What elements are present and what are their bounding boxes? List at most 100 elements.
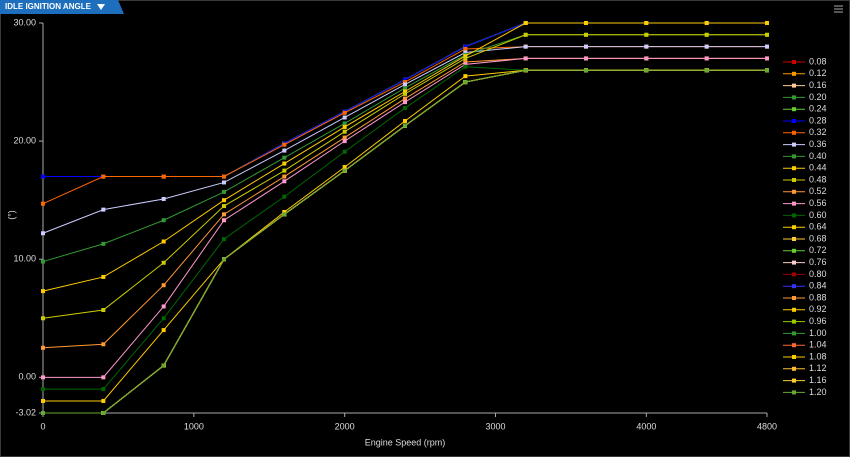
legend-label: 0.16	[809, 80, 827, 90]
data-point	[644, 21, 649, 25]
x-tick-label: 0	[40, 421, 45, 431]
legend-marker	[792, 83, 796, 88]
legend-label: 0.32	[809, 127, 827, 137]
data-point	[101, 174, 106, 179]
data-point	[403, 119, 407, 124]
data-point	[342, 149, 347, 154]
data-point	[222, 180, 226, 185]
legend-label: 0.52	[809, 186, 827, 196]
data-point	[765, 56, 769, 61]
data-point	[463, 62, 468, 67]
legend-marker	[792, 107, 796, 112]
data-point	[584, 56, 588, 61]
legend-marker	[792, 331, 796, 336]
legend-label: 0.56	[809, 198, 827, 208]
legend-marker	[792, 130, 796, 135]
legend-marker	[792, 166, 796, 171]
series: 0.36	[41, 44, 827, 236]
data-point	[222, 174, 226, 179]
legend-label: 0.36	[809, 139, 827, 149]
legend-marker	[792, 272, 796, 277]
data-point	[222, 257, 226, 262]
data-point	[584, 68, 588, 73]
data-point	[523, 32, 528, 37]
data-point	[161, 239, 166, 244]
data-point	[644, 44, 649, 49]
legend-marker	[792, 284, 796, 289]
data-point	[704, 68, 709, 73]
legend-label: 0.44	[809, 163, 827, 173]
data-point	[222, 218, 226, 223]
legend-label: 0.48	[809, 174, 827, 184]
data-point	[101, 375, 106, 380]
data-point	[101, 342, 106, 347]
data-point	[403, 80, 407, 85]
x-axis-label: Engine Speed (rpm)	[365, 437, 446, 447]
data-point	[463, 54, 468, 59]
data-point	[282, 212, 287, 217]
chart-title: IDLE IGNITION ANGLE	[5, 2, 92, 11]
legend-marker	[792, 71, 796, 76]
x-tick-label: 4800	[757, 421, 777, 431]
data-point	[161, 218, 166, 223]
data-point	[523, 56, 528, 61]
legend-label: 0.68	[809, 233, 827, 243]
data-point	[342, 165, 347, 170]
data-point	[41, 375, 45, 380]
legend-marker	[792, 154, 796, 159]
data-point	[161, 304, 166, 309]
legend-label: 1.12	[809, 363, 827, 373]
data-point	[161, 283, 166, 288]
data-point	[342, 115, 347, 120]
data-point	[101, 398, 106, 403]
data-point	[282, 161, 287, 166]
data-point	[463, 64, 468, 69]
legend-marker	[792, 95, 796, 100]
data-point	[584, 32, 588, 37]
legend-label: 0.64	[809, 222, 827, 232]
series: 0.44	[41, 21, 827, 294]
data-point	[41, 259, 45, 264]
data-point	[41, 231, 45, 236]
legend-marker	[792, 355, 796, 359]
data-point	[765, 21, 769, 25]
legend-marker	[792, 390, 796, 395]
dropdown-icon[interactable]	[97, 4, 105, 10]
data-point	[222, 198, 226, 203]
data-point	[222, 189, 226, 194]
data-point	[161, 328, 166, 333]
data-point	[282, 168, 287, 173]
data-point	[342, 124, 347, 129]
legend-marker	[792, 296, 796, 300]
data-point	[342, 110, 347, 115]
legend-label: 1.04	[809, 340, 827, 350]
data-point	[161, 363, 166, 368]
data-point	[765, 68, 769, 73]
legend-label: 0.96	[809, 316, 827, 326]
legend-label: 0.92	[809, 304, 827, 314]
data-point	[101, 207, 106, 212]
data-point	[644, 32, 649, 37]
data-point	[463, 46, 468, 51]
data-point	[282, 142, 287, 147]
data-point	[101, 308, 106, 313]
data-point	[101, 411, 106, 415]
data-point	[222, 204, 226, 209]
data-point	[222, 212, 226, 217]
data-point	[463, 44, 468, 49]
legend-label: 0.20	[809, 92, 827, 102]
data-point	[161, 196, 166, 201]
legend-marker	[792, 225, 796, 230]
data-point	[523, 21, 528, 25]
data-point	[41, 411, 45, 415]
title-tab	[0, 0, 124, 14]
legend-label: 0.28	[809, 115, 827, 125]
legend-marker	[792, 213, 796, 218]
menu-icon[interactable]	[834, 5, 843, 13]
data-point	[704, 44, 709, 49]
y-tick-label: 20.00	[13, 135, 36, 145]
data-point	[101, 274, 106, 279]
data-point	[403, 89, 407, 94]
data-point	[704, 32, 709, 37]
